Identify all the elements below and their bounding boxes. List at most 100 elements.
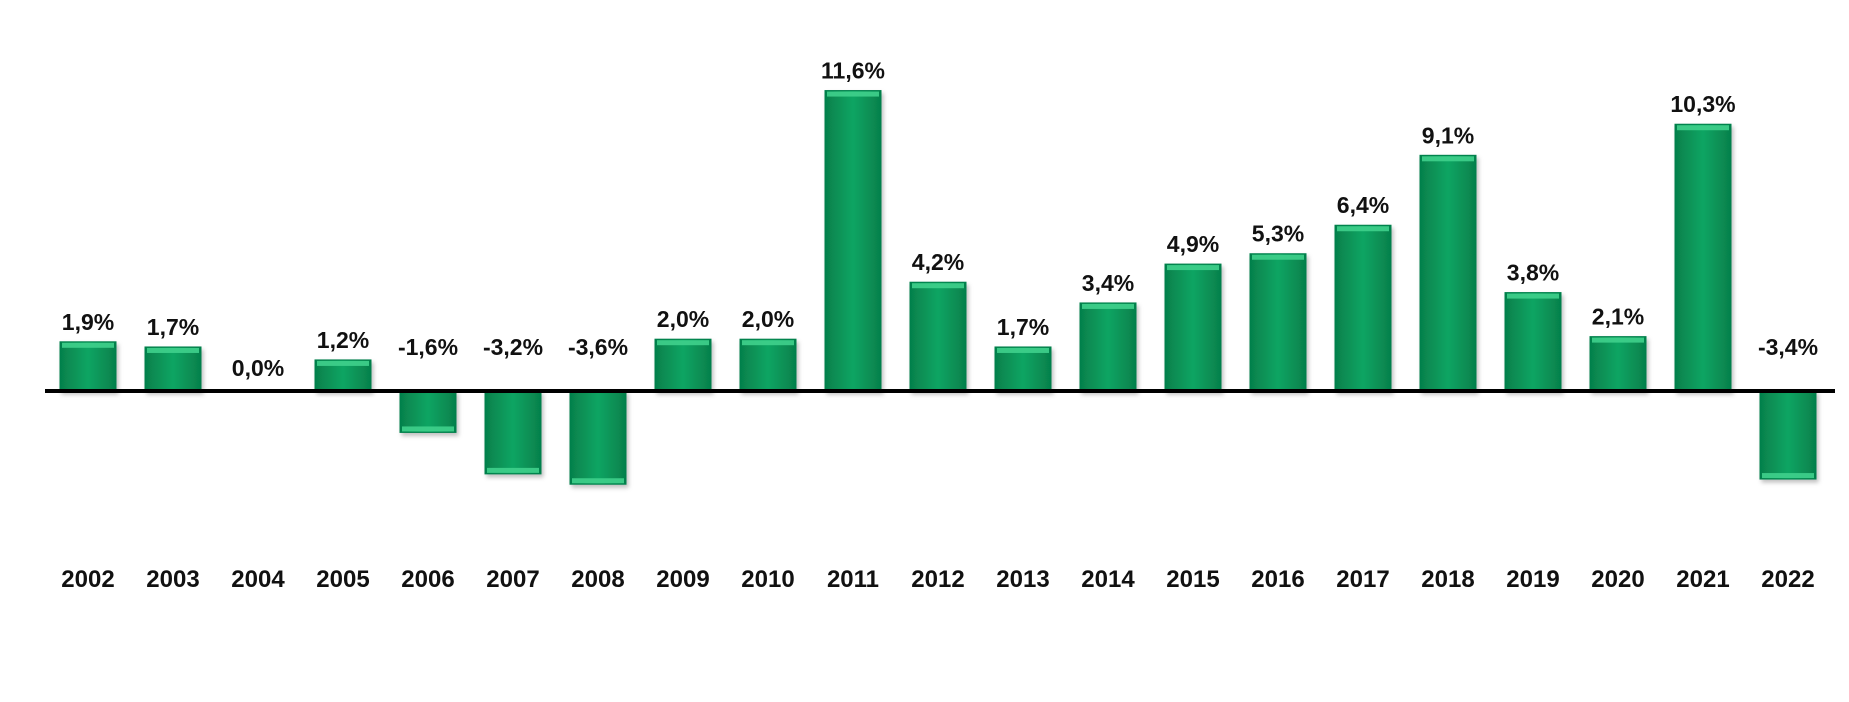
- bar-2020-body: [1589, 336, 1647, 392]
- bar-2019: [1504, 292, 1562, 392]
- bar-2017-body: [1334, 224, 1392, 392]
- data-label-2002: 1,9%: [62, 309, 114, 335]
- bar-2022-highlight: [1762, 473, 1814, 479]
- category-labels-layer: 2002 2003 2004 2005 2006 2007 2008 2009 2010 2011…: [61, 566, 1814, 593]
- bar-2017: [1334, 224, 1392, 392]
- bar-2009: [654, 338, 712, 392]
- bar-2009-body: [654, 338, 712, 392]
- bar-2010-body: [739, 338, 797, 392]
- bar-2017-highlight: [1337, 226, 1389, 232]
- category-label-2011: 2011: [827, 566, 879, 593]
- bar-2002-highlight: [62, 342, 114, 348]
- bar-2007-body: [484, 390, 542, 475]
- bar-2015-body: [1164, 263, 1222, 392]
- bar-2014: [1079, 302, 1137, 392]
- data-labels-layer: 1,9% 1,7% 0,0% 1,2% -1,6% -3,2% -3,6% 2,0% 2,0% 1…: [62, 58, 1818, 381]
- data-label-2009: 2,0%: [657, 306, 709, 332]
- data-label-2015: 4,9%: [1167, 231, 1219, 257]
- bar-2009-highlight: [657, 340, 709, 346]
- category-label-2010: 2010: [741, 566, 794, 593]
- bar-2008-body: [569, 390, 627, 485]
- category-label-2016: 2016: [1251, 566, 1304, 593]
- category-label-2002: 2002: [61, 566, 114, 593]
- bar-2020: [1589, 336, 1647, 392]
- bar-2012: [909, 281, 967, 392]
- bar-2018-body: [1419, 154, 1477, 392]
- bar-2018: [1419, 154, 1477, 392]
- bar-2022-body: [1759, 390, 1817, 480]
- data-label-2012: 4,2%: [912, 249, 964, 275]
- data-label-2005: 1,2%: [317, 327, 369, 353]
- bar-2016: [1249, 253, 1307, 392]
- bar-2021-body: [1674, 123, 1732, 392]
- bar-2018-highlight: [1422, 156, 1474, 162]
- data-label-2010: 2,0%: [742, 306, 794, 332]
- data-label-2022: -3,4%: [1758, 334, 1818, 360]
- bar-2002: [59, 341, 117, 392]
- bar-2014-body: [1079, 302, 1137, 392]
- data-label-2014: 3,4%: [1082, 270, 1134, 296]
- category-label-2009: 2009: [656, 566, 709, 593]
- category-label-2014: 2014: [1081, 566, 1135, 593]
- category-label-2012: 2012: [911, 566, 964, 593]
- data-label-2017: 6,4%: [1337, 192, 1389, 218]
- bar-2008-highlight: [572, 478, 624, 484]
- data-label-2006: -1,6%: [398, 334, 458, 360]
- bar-2005-highlight: [317, 360, 369, 366]
- bar-2016-body: [1249, 253, 1307, 392]
- category-label-2018: 2018: [1421, 566, 1474, 593]
- bar-2013-body: [994, 346, 1052, 392]
- bar-2021-highlight: [1677, 125, 1729, 131]
- bar-2011-highlight: [827, 91, 879, 97]
- bar-2007: [484, 390, 542, 475]
- bar-2013-highlight: [997, 347, 1049, 353]
- category-label-2021: 2021: [1676, 566, 1729, 593]
- bar-2022: [1759, 390, 1817, 480]
- category-label-2006: 2006: [401, 566, 454, 593]
- category-label-2020: 2020: [1591, 566, 1644, 593]
- bar-2019-body: [1504, 292, 1562, 392]
- bars-layer: [59, 90, 1817, 485]
- bar-2006-highlight: [402, 426, 454, 432]
- data-label-2008: -3,6%: [568, 334, 628, 360]
- bar-2006: [399, 390, 457, 433]
- bar-2002-body: [59, 341, 117, 392]
- category-label-2015: 2015: [1166, 566, 1219, 593]
- data-label-2021: 10,3%: [1670, 91, 1735, 117]
- data-label-2007: -3,2%: [483, 334, 543, 360]
- bar-2003-body: [144, 346, 202, 392]
- bar-2021: [1674, 123, 1732, 392]
- bar-2013: [994, 346, 1052, 392]
- category-label-2003: 2003: [146, 566, 199, 593]
- category-label-2008: 2008: [571, 566, 624, 593]
- category-label-2017: 2017: [1336, 566, 1389, 593]
- bar-2010: [739, 338, 797, 392]
- bar-2010-highlight: [742, 340, 794, 346]
- category-label-2005: 2005: [316, 566, 369, 593]
- category-label-2004: 2004: [231, 566, 285, 593]
- bar-2019-highlight: [1507, 293, 1559, 299]
- category-label-2013: 2013: [996, 566, 1049, 593]
- bar-2007-highlight: [487, 467, 539, 473]
- bar-2016-highlight: [1252, 254, 1304, 260]
- category-label-2019: 2019: [1506, 566, 1559, 593]
- data-label-2020: 2,1%: [1592, 304, 1644, 330]
- bar-2012-body: [909, 281, 967, 392]
- bar-2005: [314, 359, 372, 392]
- data-label-2013: 1,7%: [997, 314, 1049, 340]
- bar-2003-highlight: [147, 347, 199, 353]
- bar-2020-highlight: [1592, 337, 1644, 343]
- bar-2008: [569, 390, 627, 485]
- data-label-2016: 5,3%: [1252, 221, 1304, 247]
- data-label-2003: 1,7%: [147, 314, 199, 340]
- data-label-2018: 9,1%: [1422, 122, 1474, 148]
- bar-2015: [1164, 263, 1222, 392]
- bar-2014-highlight: [1082, 303, 1134, 309]
- category-label-2007: 2007: [486, 566, 539, 593]
- category-label-2022: 2022: [1761, 566, 1814, 593]
- data-label-2011: 11,6%: [821, 58, 885, 84]
- bar-2003: [144, 346, 202, 392]
- bar-2011-body: [824, 90, 882, 392]
